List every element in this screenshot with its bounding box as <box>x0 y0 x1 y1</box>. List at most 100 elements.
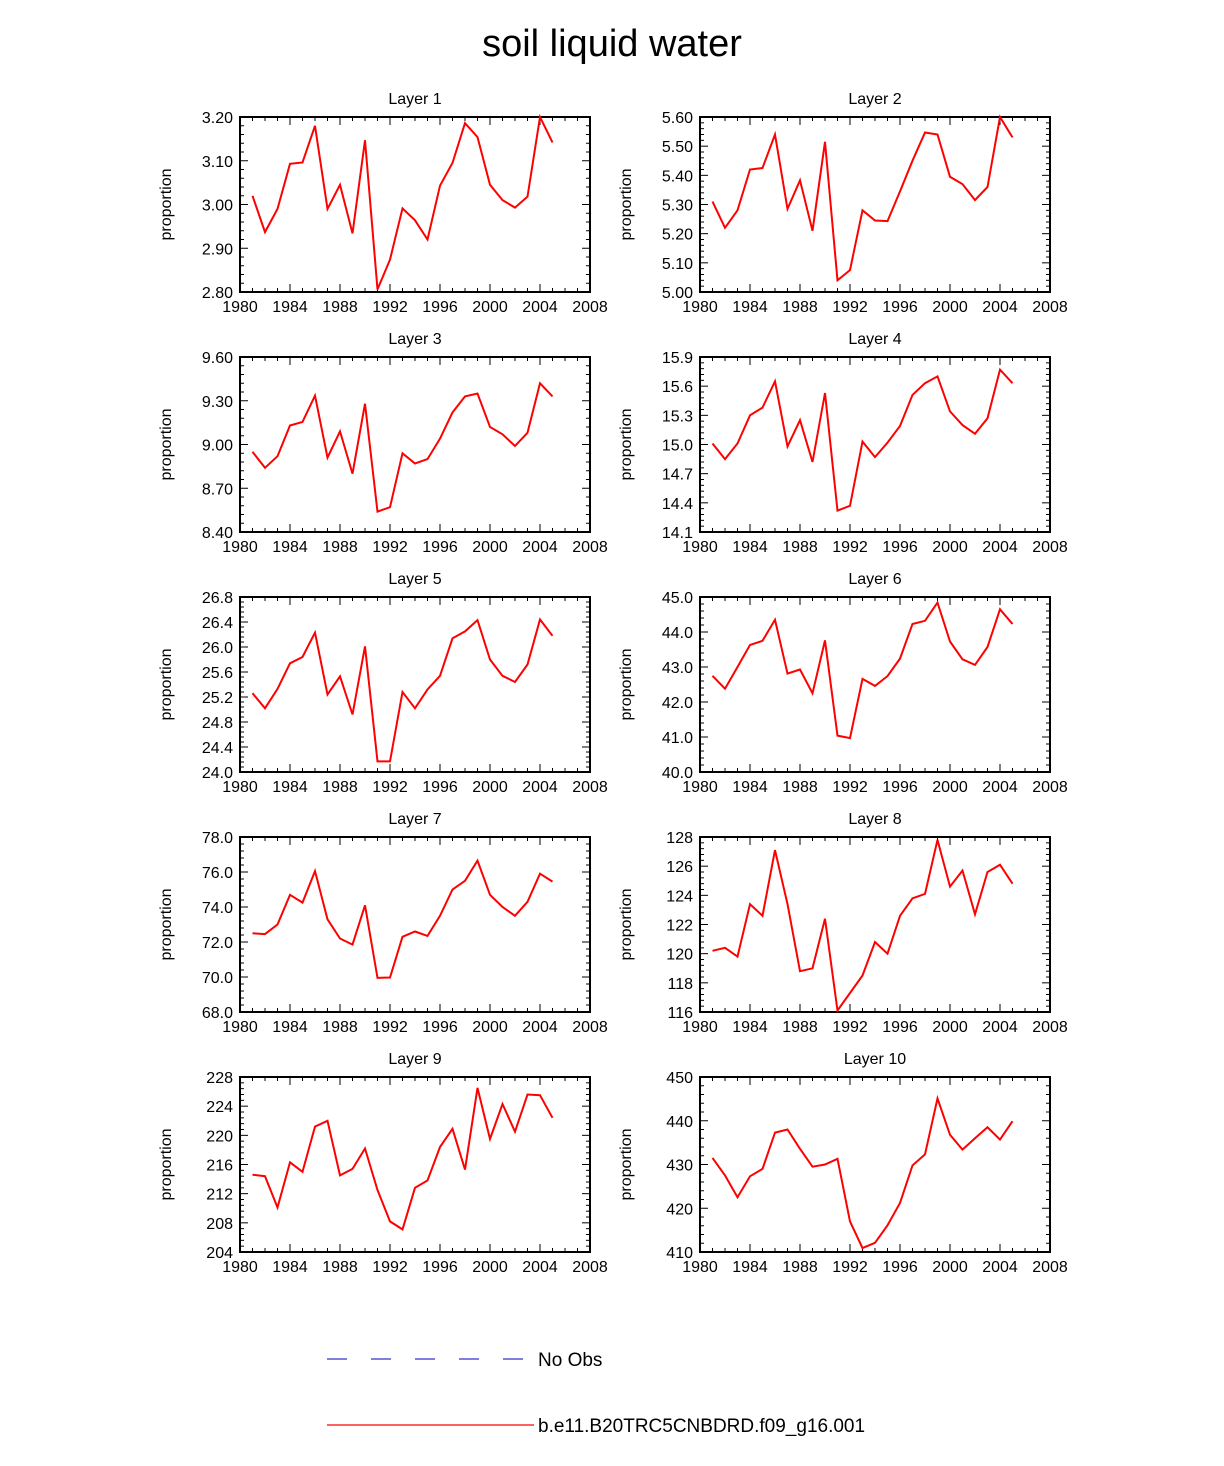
x-tick-label: 2000 <box>472 1019 508 1036</box>
x-tick-label: 2008 <box>572 1019 608 1036</box>
y-tick-label: 8.40 <box>202 525 233 542</box>
y-tick-label: 440 <box>666 1114 693 1131</box>
y-tick-label: 204 <box>206 1245 233 1262</box>
series-line <box>251 113 554 290</box>
y-tick-label: 5.00 <box>662 285 693 302</box>
y-tick-label: 74.0 <box>202 900 233 917</box>
panel-layer-5: Layer 5 proportion 1980 1984 1988 1992 1996 200… <box>158 571 608 796</box>
panel-title: Layer 1 <box>388 91 441 108</box>
x-tick-label: 2004 <box>522 539 558 556</box>
series-line <box>712 839 1014 1014</box>
y-axis-label: proportion <box>618 888 635 960</box>
x-tick-label: 2000 <box>932 539 968 556</box>
x-tick-label: 1980 <box>222 539 258 556</box>
y-tick-label: 120 <box>666 947 693 964</box>
x-tick-label: 1984 <box>272 779 308 796</box>
panel-layer-1: Layer 1 proportion 1980 1984 1988 1992 1996 200… <box>158 91 608 316</box>
y-tick-label: 15.0 <box>662 438 693 455</box>
x-tick-label: 1996 <box>882 299 918 316</box>
panels: Layer 1 proportion 1980 1984 1988 1992 1996 200… <box>158 91 1068 1276</box>
x-tick-label: 1984 <box>272 299 308 316</box>
panel-title: Layer 8 <box>848 811 901 828</box>
x-tick-label: 1992 <box>372 779 408 796</box>
y-axis-label: proportion <box>618 168 635 240</box>
series-line <box>711 1094 1014 1250</box>
panel-layer-3: Layer 3 proportion 1980 1984 1988 1992 1996 200… <box>158 331 608 556</box>
x-tick-label: 1992 <box>832 299 868 316</box>
x-tick-label: 2008 <box>1032 779 1068 796</box>
x-tick-label: 2004 <box>522 779 558 796</box>
y-tick-label: 124 <box>666 888 693 905</box>
y-tick-label: 8.70 <box>202 481 233 498</box>
y-tick-label: 450 <box>666 1070 693 1087</box>
y-tick-label: 126 <box>666 859 693 876</box>
plot-frame <box>239 836 591 1013</box>
x-tick-label: 2008 <box>1032 539 1068 556</box>
y-axis-label: proportion <box>618 648 635 720</box>
x-tick-label: 2004 <box>522 1019 558 1036</box>
y-tick-label: 44.0 <box>662 625 693 642</box>
x-tick-label: 1988 <box>782 539 818 556</box>
y-tick-label: 15.3 <box>662 408 693 425</box>
y-tick-label: 24.8 <box>202 715 233 732</box>
series-line <box>251 617 554 763</box>
plot-frame <box>699 1076 1051 1253</box>
y-tick-label: 14.1 <box>662 525 693 542</box>
y-tick-label: 3.00 <box>202 198 233 215</box>
x-tick-label: 1980 <box>222 779 258 796</box>
y-tick-label: 41.0 <box>662 730 693 747</box>
panel-title: Layer 5 <box>388 571 441 588</box>
x-tick-label: 1980 <box>682 1259 718 1276</box>
x-tick-label: 1992 <box>832 779 868 796</box>
panel-layer-4: Layer 4 proportion 1980 1984 1988 1992 1996 200… <box>618 331 1068 556</box>
plot-frame <box>239 116 591 293</box>
x-tick-label: 1996 <box>882 539 918 556</box>
x-tick-label: 2008 <box>572 779 608 796</box>
x-tick-label: 1988 <box>782 1259 818 1276</box>
panel-layer-7: Layer 7 proportion 1980 1984 1988 1992 1996 200… <box>158 811 608 1036</box>
y-tick-label: 15.6 <box>662 379 693 396</box>
y-tick-label: 212 <box>206 1187 233 1204</box>
y-tick-label: 9.60 <box>202 350 233 367</box>
x-tick-label: 1992 <box>832 1019 868 1036</box>
x-tick-label: 1984 <box>732 1019 768 1036</box>
x-tick-label: 2000 <box>932 299 968 316</box>
y-tick-label: 228 <box>206 1070 233 1087</box>
y-tick-label: 2.80 <box>202 285 233 302</box>
x-tick-label: 1996 <box>422 779 458 796</box>
y-tick-label: 45.0 <box>662 590 693 607</box>
x-tick-label: 1984 <box>272 539 308 556</box>
y-tick-label: 68.0 <box>202 1005 233 1022</box>
y-tick-label: 9.00 <box>202 438 233 455</box>
y-tick-label: 78.0 <box>202 830 233 847</box>
y-tick-label: 5.30 <box>662 198 693 215</box>
panel-layer-10: Layer 10 proportion 1980 1984 1988 1992 1996 20… <box>618 1051 1068 1276</box>
y-tick-label: 15.9 <box>662 350 693 367</box>
panel-title: Layer 7 <box>388 811 441 828</box>
y-tick-label: 5.60 <box>662 110 693 127</box>
plot-frame <box>239 596 591 773</box>
y-tick-label: 25.6 <box>202 665 233 682</box>
x-tick-label: 1984 <box>732 539 768 556</box>
y-tick-label: 14.4 <box>662 496 693 513</box>
x-tick-label: 2000 <box>472 1259 508 1276</box>
y-tick-label: 26.0 <box>202 640 233 657</box>
x-tick-label: 1992 <box>372 539 408 556</box>
y-tick-label: 42.0 <box>662 695 693 712</box>
x-tick-label: 1988 <box>322 1019 358 1036</box>
x-tick-label: 1980 <box>682 779 718 796</box>
x-tick-label: 2000 <box>932 1019 968 1036</box>
panel-title: Layer 3 <box>388 331 441 348</box>
x-tick-label: 1980 <box>682 539 718 556</box>
panel-title: Layer 9 <box>388 1051 441 1068</box>
x-tick-label: 1988 <box>322 779 358 796</box>
x-tick-label: 1984 <box>732 299 768 316</box>
x-tick-label: 1992 <box>832 1259 868 1276</box>
chart-title: soil liquid water <box>482 23 742 65</box>
legend: No Obs b.e11.B20TRC5CNBDRD.f09_g16.001 <box>327 1350 865 1437</box>
x-tick-label: 2004 <box>522 299 558 316</box>
y-tick-label: 128 <box>666 830 693 847</box>
y-tick-label: 5.20 <box>662 227 693 244</box>
x-tick-label: 1996 <box>882 1019 918 1036</box>
y-tick-label: 26.4 <box>202 615 233 632</box>
